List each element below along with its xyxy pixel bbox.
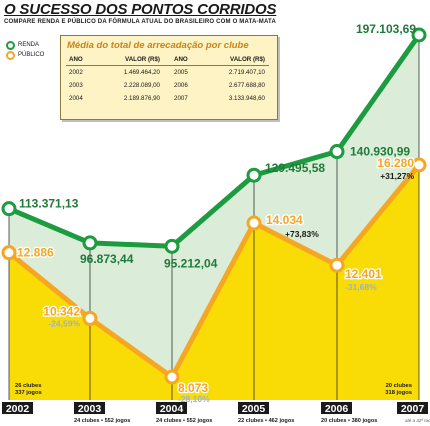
legend-label-renda: RENDA xyxy=(18,42,40,48)
games-note: 318 jogos xyxy=(385,390,412,396)
renda-value-label: 140.930,99 xyxy=(350,145,410,159)
publico-change-label: -28,10% xyxy=(178,394,210,404)
publico-value-label: 14.034 xyxy=(266,213,303,227)
publico-value-label: 16.280 xyxy=(377,156,414,170)
table-header-row: ANO VALOR (R$) ANO VALOR (R$) xyxy=(66,55,269,66)
publico-point xyxy=(82,310,98,326)
table-cell: 2004 xyxy=(69,95,83,102)
year-label: 2005 xyxy=(242,403,266,415)
year-box xyxy=(74,402,105,414)
year-label: 2003 xyxy=(78,403,102,415)
table-cell: 3.133.948,60 xyxy=(228,95,265,102)
table-row: 2002 1.469.464,20 2005 2.719.407,10 xyxy=(66,66,269,80)
renda-point xyxy=(164,238,180,254)
renda-point xyxy=(82,235,98,251)
publico-change-label: -24,59% xyxy=(48,318,80,328)
publico-value-label: 12.886 xyxy=(17,246,54,260)
publico-value-label: 10.342 xyxy=(43,304,80,318)
table-cell: 2.228.089,00 xyxy=(123,82,160,89)
renda-value-label: 197.103,69 xyxy=(356,22,416,36)
table-cell: 2002 xyxy=(69,69,83,76)
publico-line xyxy=(7,163,421,380)
publico-change-label: +31,27% xyxy=(380,171,414,181)
renda-value-label: 96.873,44 xyxy=(80,252,134,266)
games-note: 22 clubes • 462 jogos xyxy=(238,418,294,424)
table-cell: 2006 xyxy=(174,82,188,89)
table-cell: 2.719.407,10 xyxy=(228,69,265,76)
renda-value-label: 95.212,04 xyxy=(164,256,218,270)
publico-point xyxy=(329,257,345,273)
table-cell: 1.469.464,20 xyxy=(123,69,160,76)
year-box xyxy=(156,402,187,414)
legend-item-publico: PÚBLICO xyxy=(6,50,44,60)
publico-point xyxy=(164,369,180,385)
games-note: 20 clubes xyxy=(386,383,412,389)
games-note: 20 clubes • 380 jogos xyxy=(321,418,377,424)
table-header: ANO xyxy=(66,55,107,66)
renda-point xyxy=(1,201,17,217)
year-box xyxy=(2,402,33,414)
legend-item-renda: RENDA xyxy=(6,40,44,50)
footnote: até a 32ª rodada xyxy=(405,418,430,423)
page-title: O SUCESSO DOS PONTOS CORRIDOS xyxy=(4,1,277,18)
publico-point xyxy=(246,215,262,231)
revenue-table: Média do total de arrecadação por clube … xyxy=(60,35,278,120)
renda-marker-icon xyxy=(6,40,15,50)
publico-value-label: 8.073 xyxy=(178,381,208,395)
renda-point xyxy=(411,27,427,43)
publico-change-label: +73,83% xyxy=(285,229,319,239)
legend-label-publico: PÚBLICO xyxy=(18,52,45,58)
renda-value-label: 113.371,13 xyxy=(19,197,79,211)
renda-line xyxy=(8,33,422,249)
page-subtitle: COMPARE RENDA E PÚBLICO DA FÓRMULA ATUAL… xyxy=(4,19,276,25)
header: O SUCESSO DOS PONTOS CORRIDOS COMPARE RE… xyxy=(4,1,277,25)
table-cell: 2005 xyxy=(174,69,188,76)
games-note: 337 jogos xyxy=(15,390,42,396)
year-box xyxy=(321,402,352,414)
publico-point xyxy=(411,157,427,173)
table-cell: 2.189.876,90 xyxy=(123,95,160,102)
games-note: 24 clubes • 552 jogos xyxy=(156,418,212,424)
table-cell: 2007 xyxy=(174,95,188,102)
year-label: 2002 xyxy=(6,403,30,415)
table-cell: 2003 xyxy=(69,82,83,89)
table-row: 2004 2.189.876,90 2007 3.133.948,60 xyxy=(66,92,269,105)
table-body: ANO VALOR (R$) ANO VALOR (R$) 2002 1.469… xyxy=(66,55,269,105)
renda-area xyxy=(9,35,419,377)
table-header: VALOR (R$) xyxy=(212,55,269,66)
table-header: VALOR (R$) xyxy=(107,55,164,66)
table-cell: 2.677.688,80 xyxy=(228,82,265,89)
publico-change-label: -31,68% xyxy=(345,282,377,292)
year-box xyxy=(397,402,428,414)
legend: RENDA PÚBLICO xyxy=(6,40,44,60)
games-note: 26 clubes xyxy=(15,383,41,389)
publico-area xyxy=(9,165,419,400)
games-note: 24 clubes • 552 jogos xyxy=(74,418,130,424)
year-box xyxy=(238,402,269,414)
year-label: 2004 xyxy=(160,403,184,415)
year-label: 2007 xyxy=(401,403,425,415)
publico-marker-icon xyxy=(6,50,15,60)
renda-value-label: 129.495,58 xyxy=(265,161,325,175)
publico-value-label: 12.401 xyxy=(345,267,382,281)
table-title: Média do total de arrecadação por clube xyxy=(67,40,249,51)
renda-point xyxy=(246,167,262,183)
renda-point xyxy=(329,144,345,160)
table-row: 2003 2.228.089,00 2006 2.677.688,80 xyxy=(66,79,269,92)
publico-point xyxy=(1,245,17,261)
table-header: ANO xyxy=(164,55,212,66)
year-label: 2006 xyxy=(325,403,349,415)
